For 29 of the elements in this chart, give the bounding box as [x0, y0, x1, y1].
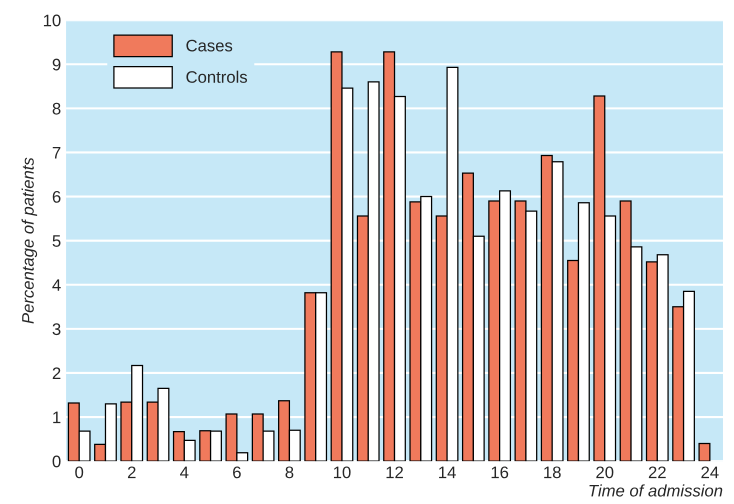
x-tick-label: 20	[596, 466, 614, 478]
x-tick-label: 24	[701, 466, 719, 478]
x-tick-label: 12	[386, 466, 403, 478]
y-tick-label: 6	[52, 190, 60, 203]
y-tick-label: 9	[52, 58, 60, 70]
x-axis-title: Time of admission	[589, 484, 722, 497]
y-tick-label: 3	[52, 323, 60, 336]
x-tick-label: 6	[233, 466, 241, 478]
y-tick-label: 8	[52, 102, 60, 115]
x-tick-label: 10	[334, 466, 351, 478]
bar	[698, 442, 710, 462]
legend-label: Cases	[186, 40, 232, 52]
y-tick-label: 1	[53, 412, 60, 424]
x-tick-label: 2	[128, 466, 136, 478]
y-tick-label: 7	[52, 147, 60, 158]
x-tick-label: 14	[439, 466, 456, 478]
x-tick-label: 18	[544, 466, 561, 478]
y-tick-label: 5	[52, 235, 60, 247]
x-tick-label: 0	[75, 466, 84, 478]
x-tick-label: 4	[180, 466, 188, 478]
x-tick-label: 22	[648, 466, 666, 478]
x-tick-label: 16	[492, 466, 508, 478]
y-tick-label: 10	[44, 14, 61, 26]
y-tick-label: 0	[52, 456, 61, 468]
y-tick-label: 2	[52, 367, 60, 379]
legend-label: Controls	[186, 70, 248, 83]
y-tick-label: 4	[52, 279, 61, 291]
y-axis-title: Percentage of patients	[22, 158, 38, 324]
x-tick-label: 8	[286, 466, 294, 478]
